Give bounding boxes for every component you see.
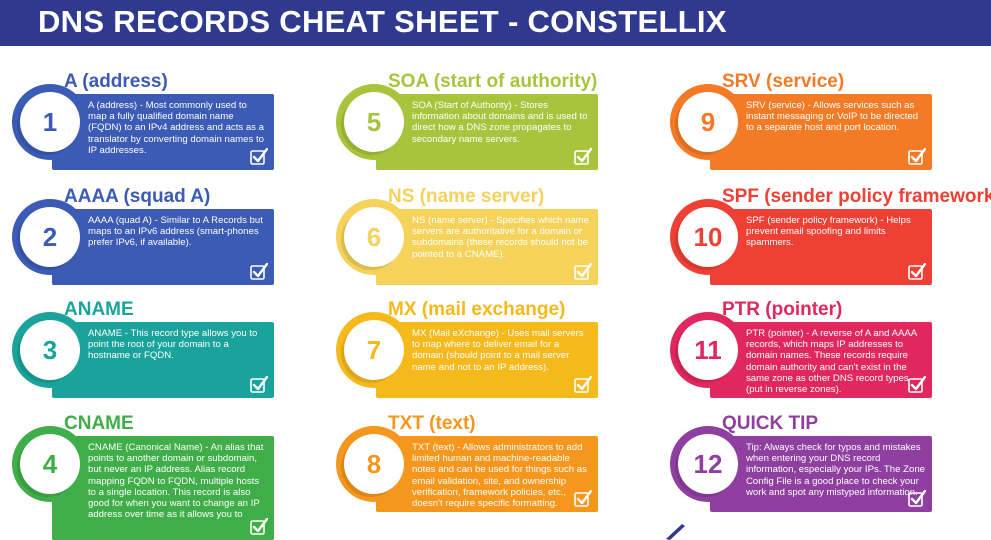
card-description: SPF (sender policy framework) - Helps pr… bbox=[746, 215, 911, 249]
checkmark-icon bbox=[908, 148, 926, 165]
card-box: 11 PTR (pointer) - A reverse of A and AA… bbox=[670, 312, 932, 398]
card-mx-record: MX (mail exchange) 7 MX (Mail eXchange) … bbox=[336, 299, 670, 399]
card-box: 8 TXT (text) - Allows administrators to … bbox=[336, 426, 598, 512]
card-description: ANAME - This record type allows you to p… bbox=[88, 328, 258, 362]
checkmark-icon bbox=[908, 490, 926, 507]
checkmark-icon bbox=[250, 518, 268, 535]
card-aaaa-record: AAAA (squad A) 2 AAAA (quad A) - Similar… bbox=[12, 186, 346, 286]
checkmark-icon bbox=[908, 376, 926, 393]
card-description: A (address) - Most commonly used to map … bbox=[88, 100, 264, 156]
card-soa-record: SOA (start of authority) 5 SOA (Start of… bbox=[336, 71, 670, 171]
page-title: DNS RECORDS CHEAT SHEET - CONSTELLIX bbox=[38, 4, 727, 39]
card-description: NS (name server) - Specifies which name … bbox=[412, 215, 590, 260]
card-cname-record: CNAME 4 CNAME (Canonical Name) - An alia… bbox=[12, 413, 346, 540]
checkmark-icon bbox=[250, 376, 268, 393]
card-box: 2 AAAA (quad A) - Similar to A Records b… bbox=[12, 199, 274, 285]
card-ns-record: NS (name server) 6 NS (name server) - Sp… bbox=[336, 186, 670, 286]
number-badge: 6 bbox=[344, 207, 404, 267]
checkmark-icon bbox=[908, 263, 926, 280]
card-title: PTR (pointer) bbox=[722, 299, 843, 320]
card-title: TXT (text) bbox=[388, 413, 476, 434]
number-badge: 10 bbox=[678, 207, 738, 267]
card-description: Tip: Always check for typos and mistakes… bbox=[746, 442, 925, 498]
number-badge: 3 bbox=[20, 320, 80, 380]
number-badge: 4 bbox=[20, 434, 80, 494]
checkmark-icon bbox=[250, 263, 268, 280]
checkmark-icon bbox=[250, 148, 268, 165]
card-title: ANAME bbox=[64, 299, 134, 320]
card-box: 12 Tip: Always check for typos and mista… bbox=[670, 426, 932, 512]
card-box: 5 SOA (Start of Authority) - Stores info… bbox=[336, 84, 598, 170]
card-description: SRV (service) - Allows services such as … bbox=[746, 100, 919, 134]
number-badge: 9 bbox=[678, 92, 738, 152]
card-a-record: A (address) 1 A (address) - Most commonl… bbox=[12, 71, 346, 171]
number-badge: 5 bbox=[344, 92, 404, 152]
card-txt-record: TXT (text) 8 TXT (text) - Allows adminis… bbox=[336, 413, 670, 513]
card-description: AAAA (quad A) - Similar to A Records but… bbox=[88, 215, 263, 249]
card-box: 4 CNAME (Canonical Name) - An alias that… bbox=[12, 426, 274, 540]
card-title: QUICK TIP bbox=[722, 413, 819, 434]
card-box: 6 NS (name server) - Specifies which nam… bbox=[336, 199, 598, 285]
number-badge: 7 bbox=[344, 320, 404, 380]
card-box: 1 A (address) - Most commonly used to ma… bbox=[12, 84, 274, 170]
card-title: SRV (service) bbox=[722, 71, 845, 92]
checkmark-icon bbox=[574, 376, 592, 393]
card-srv-record: SRV (service) 9 SRV (service) - Allows s… bbox=[670, 71, 991, 171]
card-title: NS (name server) bbox=[388, 186, 545, 207]
card-ptr-record: PTR (pointer) 11 PTR (pointer) - A rever… bbox=[670, 299, 991, 399]
header-banner: DNS RECORDS CHEAT SHEET - CONSTELLIX bbox=[0, 0, 991, 46]
card-title: AAAA (squad A) bbox=[64, 186, 211, 207]
card-description: TXT (text) - Allows administrators to ad… bbox=[412, 442, 587, 510]
card-title: CNAME bbox=[64, 413, 134, 434]
pen-icon bbox=[666, 524, 685, 540]
card-title: MX (mail exchange) bbox=[388, 299, 566, 320]
card-title: SPF (sender policy framework) bbox=[722, 186, 991, 207]
checkmark-icon bbox=[574, 148, 592, 165]
checkmark-icon bbox=[574, 490, 592, 507]
number-badge: 8 bbox=[344, 434, 404, 494]
card-box: 7 MX (Mail eXchange) - Uses mail servers… bbox=[336, 312, 598, 398]
card-description: PTR (pointer) - A reverse of A and AAAA … bbox=[746, 328, 917, 396]
card-title: SOA (start of authority) bbox=[388, 71, 598, 92]
card-spf-record: SPF (sender policy framework) 10 SPF (se… bbox=[670, 186, 991, 286]
card-box: 9 SRV (service) - Allows services such a… bbox=[670, 84, 932, 170]
checkmark-icon bbox=[574, 263, 592, 280]
card-title: A (address) bbox=[64, 71, 168, 92]
card-box: 3 ANAME - This record type allows you to… bbox=[12, 312, 274, 398]
card-description: MX (Mail eXchange) - Uses mail servers t… bbox=[412, 328, 584, 373]
card-aname-record: ANAME 3 ANAME - This record type allows … bbox=[12, 299, 346, 399]
number-badge: 1 bbox=[20, 92, 80, 152]
number-badge: 11 bbox=[678, 320, 738, 380]
card-box: 10 SPF (sender policy framework) - Helps… bbox=[670, 199, 932, 285]
number-badge: 2 bbox=[20, 207, 80, 267]
card-quick-tip: QUICK TIP 12 Tip: Always check for typos… bbox=[670, 413, 991, 513]
card-description: SOA (Start of Authority) - Stores inform… bbox=[412, 100, 588, 145]
number-badge: 12 bbox=[678, 434, 738, 494]
card-description: CNAME (Canonical Name) - An alias that p… bbox=[88, 442, 264, 521]
